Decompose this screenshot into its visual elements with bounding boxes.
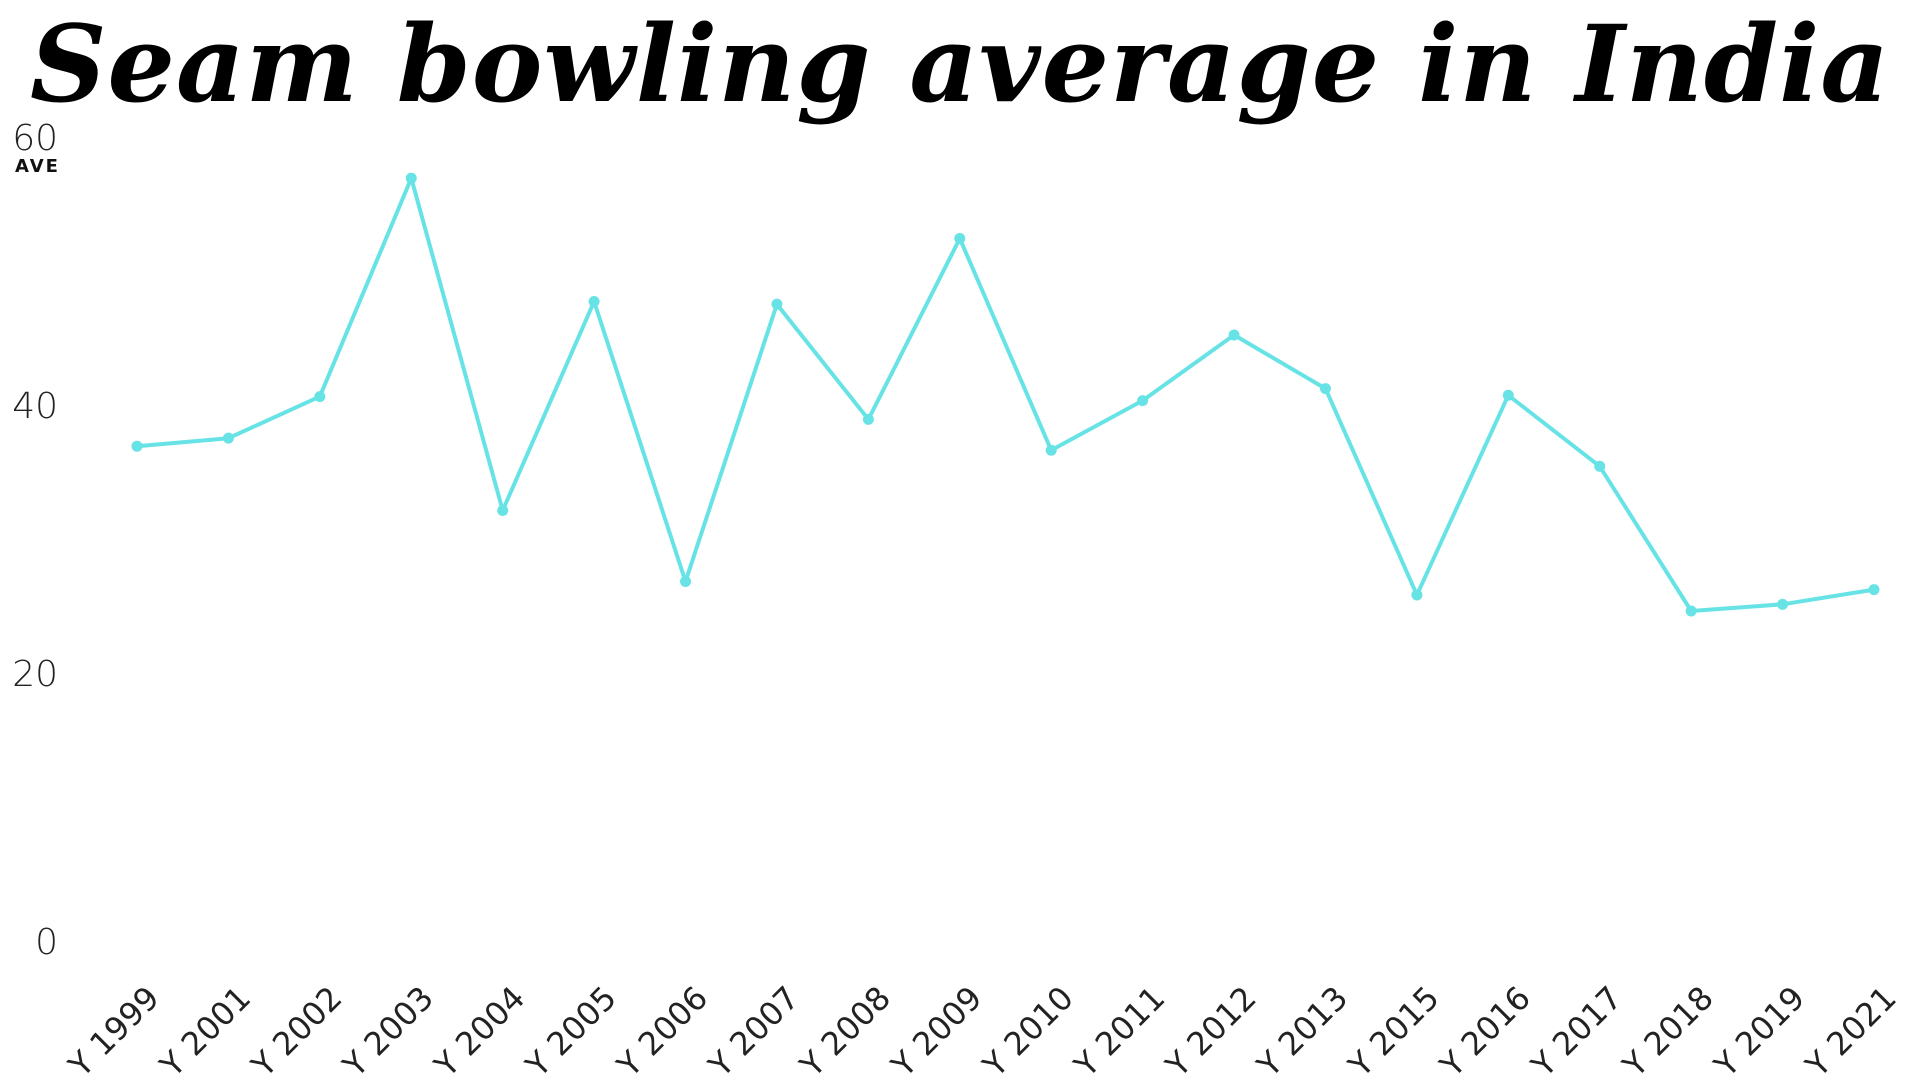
x-tick-label: Y 1999 xyxy=(60,979,166,1080)
data-point xyxy=(1502,389,1514,401)
x-tick-label: Y 2003 xyxy=(335,979,441,1080)
data-point xyxy=(680,576,692,588)
data-points xyxy=(131,172,1880,617)
data-point xyxy=(771,298,783,310)
data-point xyxy=(405,172,417,184)
data-point xyxy=(1411,589,1423,601)
x-tick-label: Y 2015 xyxy=(1340,979,1446,1080)
data-point xyxy=(1685,605,1697,617)
y-axis-ticks: 0 20 40 60 xyxy=(12,118,58,963)
y-tick-label: 0 xyxy=(35,922,58,963)
x-tick-label: Y 2011 xyxy=(1066,979,1172,1080)
x-tick-label: Y 2017 xyxy=(1523,979,1629,1080)
x-tick-label: Y 2010 xyxy=(975,979,1081,1080)
x-tick-label: Y 2001 xyxy=(152,979,258,1080)
x-tick-label: Y 2009 xyxy=(883,979,989,1080)
y-tick-label: 40 xyxy=(12,386,58,427)
y-tick-label: 20 xyxy=(12,654,58,695)
x-tick-label: Y 2006 xyxy=(609,979,715,1080)
x-tick-label: Y 2021 xyxy=(1797,979,1903,1080)
x-tick-label: Y 2013 xyxy=(1249,979,1355,1080)
data-point xyxy=(314,391,326,403)
x-tick-label: Y 2007 xyxy=(700,979,806,1080)
data-point xyxy=(1594,460,1606,472)
x-tick-label: Y 2008 xyxy=(792,979,898,1080)
data-point xyxy=(954,233,966,244)
chart-title: Seam bowling average in India xyxy=(29,1,1891,126)
data-point xyxy=(1777,598,1789,610)
x-tick-label: Y 2018 xyxy=(1615,979,1721,1080)
x-tick-label: Y 2004 xyxy=(426,979,532,1080)
y-axis-title: AVE xyxy=(15,156,60,177)
x-tick-label: Y 2012 xyxy=(1158,979,1264,1080)
data-point xyxy=(131,440,143,452)
x-tick-label: Y 2019 xyxy=(1706,979,1812,1080)
data-point xyxy=(588,295,600,307)
data-point xyxy=(1319,383,1331,395)
data-point xyxy=(862,413,874,425)
data-point xyxy=(1228,329,1240,341)
data-point xyxy=(497,505,509,517)
series-line xyxy=(135,176,1876,613)
data-point xyxy=(1137,395,1149,407)
x-tick-label: Y 2005 xyxy=(518,979,624,1080)
data-point xyxy=(222,432,234,444)
x-tick-label: Y 2016 xyxy=(1432,979,1538,1080)
data-point xyxy=(1868,584,1880,596)
data-point xyxy=(1045,444,1057,456)
x-tick-label: Y 2002 xyxy=(243,979,349,1080)
y-tick-label: 60 xyxy=(12,118,58,159)
